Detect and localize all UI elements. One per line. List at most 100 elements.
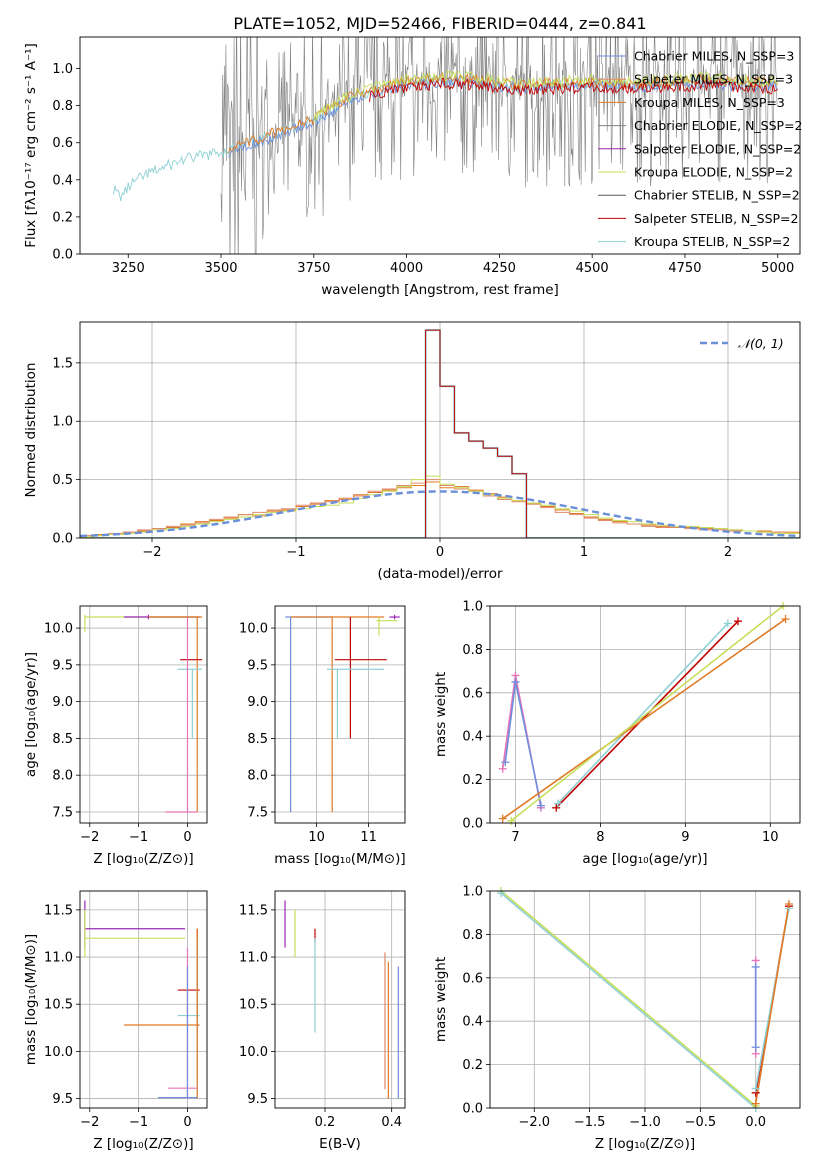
weight-marker-extra_pink [498,764,507,773]
weight-vs-age-panel: 7 8 9 10 0.0 0.2 0.4 0.6 0.8 1.0 age [log₁₀(age/yr… [433,600,801,867]
y-tick-label: 0.4 [52,173,73,188]
weight-vs-metallicity-panel: −2.0 −1.5 −1.0 −0.5 0.0 0.0 0.2 0.4 0.6 0.8 1.0 Z [… [433,885,801,1152]
x-tick-label: −1 [129,1115,148,1130]
y-tick-label: 9.0 [52,695,73,710]
y-tick-label: 9.5 [52,1092,73,1107]
plot-area [285,614,400,812]
residual-histogram-panel: −2 −1 0 1 2 0.0 0.5 1.0 1.5 (data-model)/error Nor… [23,321,801,582]
x-tick-label: −1.0 [629,1115,661,1130]
weight-marker-chabrier_miles [536,801,545,810]
y-tick-label: 9.5 [247,1092,268,1107]
x-tick-label: 3500 [204,261,237,276]
plot-area [112,37,779,254]
weight-marker-kroupa_stelib [553,799,562,808]
weight-marker-kroupa_stelib [497,889,506,898]
weight-line-kroupa_elodie [500,891,757,1107]
x-axis-label: mass [log₁₀(M/M⊙)] [274,851,405,867]
y-tick-label: 11.5 [239,903,268,918]
weight-marker-salpeter_stelib [552,803,561,812]
x-tick-label: 4000 [390,261,423,276]
x-tick-label: −1.5 [574,1115,606,1130]
legend: 𝒩(0, 1) [700,336,784,351]
x-axis-label: age [log₁₀(age/yr)] [582,851,707,867]
weight-line-salpeter_stelib [555,620,739,809]
x-tick-label: 0 [183,830,191,845]
x-tick-label: −2 [142,545,161,560]
x-tick-label: 3750 [297,261,330,276]
model-spectrum-salpeter_stelib [369,78,778,102]
y-tick-label: 8.0 [247,769,268,784]
x-tick-label: 7 [511,830,519,845]
y-tick-label: 1.0 [52,62,73,77]
x-axis-label: Z [log₁₀(Z/Z⊙)] [93,851,193,867]
x-tick-label: 4500 [576,261,609,276]
y-tick-label: 0.0 [462,1102,483,1117]
x-tick-label: 5000 [761,261,794,276]
y-tick-label: 7.5 [247,805,268,820]
x-tick-label: 10 [308,830,325,845]
weight-line-kroupa_miles [502,618,787,820]
x-tick-label: 2 [724,545,732,560]
weight-line-chabrier_miles [504,681,542,806]
y-tick-label: 9.0 [247,695,268,710]
weight-line-kroupa_miles [754,903,790,1104]
legend-entry: Salpeter ELODIE, N_SSP=2 [634,141,801,156]
y-tick-label: 0.8 [462,643,483,658]
chart-title: PLATE=1052, MJD=52466, FIBERID=0444, z=0… [233,14,646,33]
legend-entry: 𝒩(0, 1) [738,336,784,351]
x-tick-label: 0.2 [315,1115,336,1130]
x-tick-label: 0.0 [745,1115,766,1130]
observed-spectrum-line [220,37,778,254]
x-tick-label: 4750 [668,261,701,276]
y-tick-label: 0.6 [462,686,483,701]
legend: Chabrier MILES, N_SSP=3 Salpeter MILES, N… [598,49,803,249]
axes-frame [274,890,406,1109]
weight-marker-kroupa_stelib [723,619,732,628]
legend-entry: Salpeter STELIB, N_SSP=2 [634,211,798,226]
normal-curve-line [80,490,800,538]
y-tick-label: 1.0 [52,415,73,430]
x-tick-label: 0 [436,545,444,560]
y-tick-label: 1.0 [462,600,483,615]
x-axis-label: E(B-V) [319,1136,361,1152]
y-tick-label: 8.5 [247,732,268,747]
weight-line-kroupa_stelib [500,892,757,1108]
y-tick-label: 0.2 [462,773,483,788]
plot-area [84,900,200,1099]
plot-area [500,891,790,1108]
x-tick-label: −2 [80,1115,99,1130]
mass-vs-ebv-panel: 0.2 0.4 9.5 10.0 10.5 11.0 11.5 E(B-V) [239,890,406,1152]
x-tick-label: −0.5 [685,1115,717,1130]
y-tick-label: 0.8 [462,928,483,943]
gridlines [275,891,405,1108]
y-axis-label: Flux [fλ10⁻¹⁷ erg cm⁻² s⁻¹ A⁻¹] [23,43,39,248]
weight-marker-chabrier_miles [511,677,520,686]
legend-entry: Chabrier ELODIE, N_SSP=2 [634,118,803,133]
y-axis-label: mass [log₁₀(M/M⊙)] [23,934,39,1065]
weight-marker-kroupa_stelib [751,1084,760,1093]
gridlines [80,891,207,1108]
legend-entry: Chabrier STELIB, N_SSP=2 [634,188,800,203]
x-tick-label: 4250 [483,261,516,276]
axes-frame [79,36,801,255]
x-tick-label: 9 [681,830,689,845]
axes-frame [79,890,208,1109]
x-tick-label: −1 [129,830,148,845]
x-tick-label: 3250 [112,261,145,276]
x-tick-label: 8 [596,830,604,845]
weight-marker-kroupa_miles [751,1099,760,1108]
weight-marker-chabrier_miles [751,962,760,971]
y-tick-label: 0.0 [462,817,483,832]
y-tick-label: 0.8 [52,99,73,114]
y-tick-label: 0.4 [462,730,483,745]
age-vs-metallicity-panel: −2 −1 0 7.5 8.0 8.5 9.0 9.5 10.0 Z [log₁₀(Z/Z⊙)] a… [23,605,208,867]
y-tick-label: 10.5 [239,998,268,1013]
y-tick-label: 0.5 [52,473,73,488]
legend-entry: Kroupa MILES, N_SSP=3 [634,95,785,110]
spectrum-panel: 3250 3500 3750 4000 4250 4500 4750 5000 0.0 0.2 0.… [23,14,803,298]
y-tick-label: 0.0 [52,532,73,547]
plot-area [501,606,787,822]
y-tick-label: 11.5 [44,903,73,918]
legend-entry: Chabrier MILES, N_SSP=3 [634,49,794,64]
